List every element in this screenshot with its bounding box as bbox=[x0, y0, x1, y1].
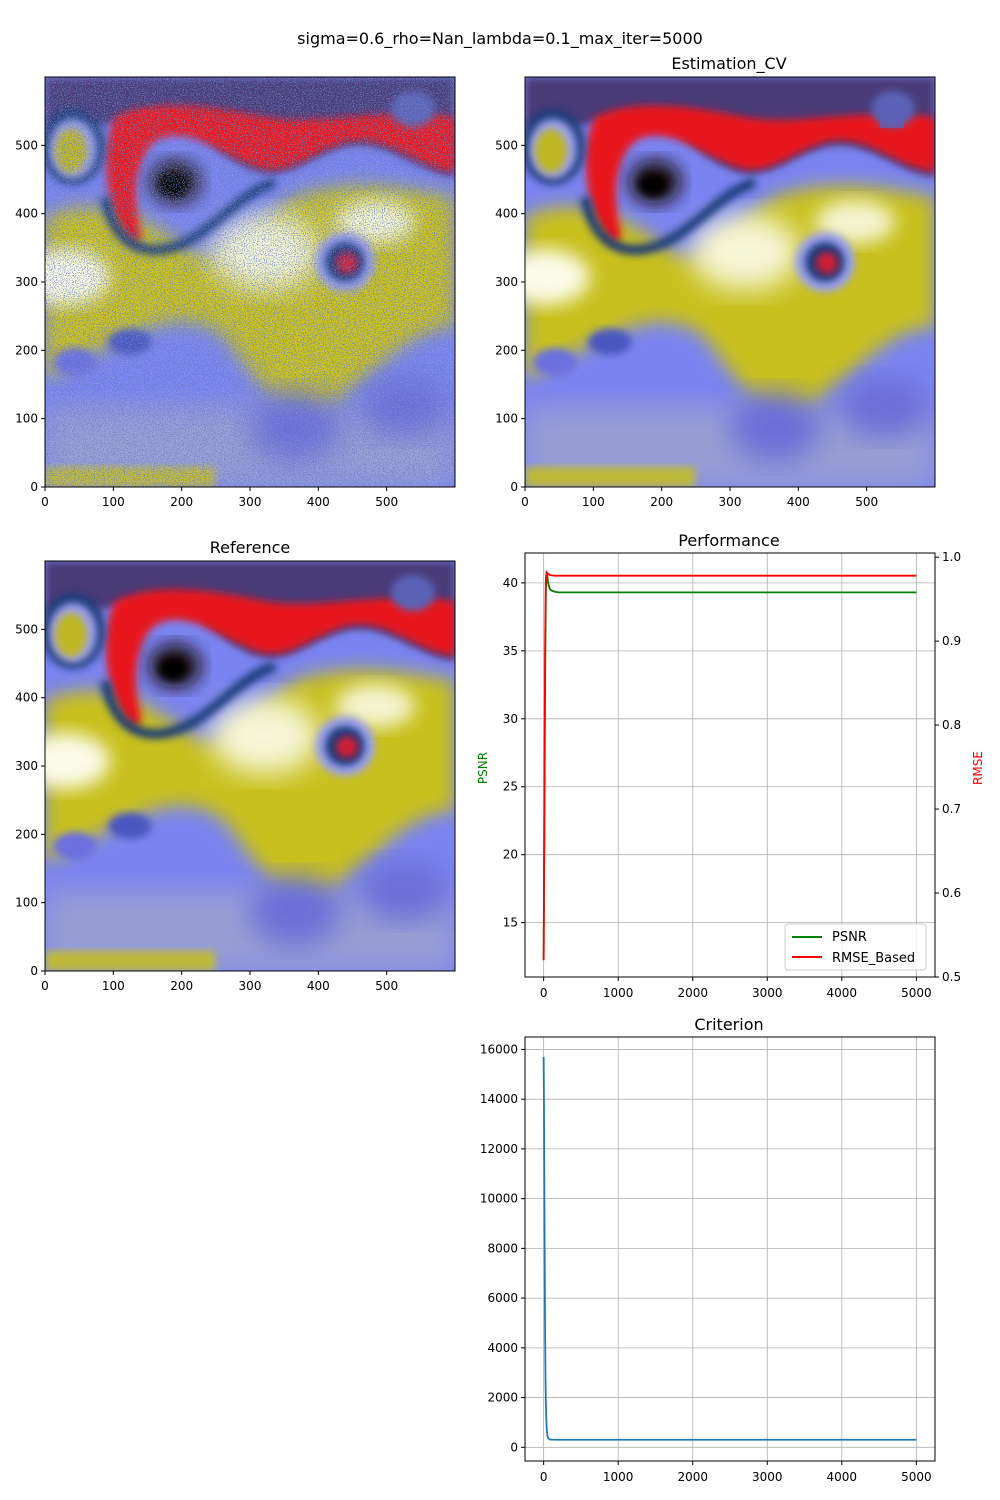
y-tick-label: 10000 bbox=[480, 1192, 518, 1206]
x-tick-label: 2000 bbox=[677, 986, 708, 1000]
rmse-series-line bbox=[542, 570, 917, 961]
y-tick-label: 25 bbox=[503, 780, 518, 794]
x-tick-label: 400 bbox=[787, 495, 810, 509]
x-tick-label: 500 bbox=[375, 495, 398, 509]
performance-title: Performance bbox=[678, 531, 779, 550]
observed-image-panel: 0 100 200 300 400 500 0 100 200 300 400 500 bbox=[15, 76, 456, 509]
performance-axes-frame bbox=[524, 552, 936, 978]
performance-legend: PSNR RMSE_Based bbox=[784, 923, 927, 971]
y-tick-label: 300 bbox=[15, 759, 38, 773]
estimation-title: Estimation_CV bbox=[671, 54, 786, 74]
x-tick-label: 3000 bbox=[752, 1470, 783, 1484]
x-tick-label: 1000 bbox=[603, 1470, 634, 1484]
estimation-field-image bbox=[500, 77, 935, 487]
y-tick-label: 15 bbox=[503, 916, 518, 930]
y-tick-label: 0 bbox=[510, 1440, 518, 1454]
x-tick-label: 0 bbox=[540, 1470, 548, 1484]
performance-y2label: RMSE bbox=[971, 751, 985, 785]
performance-ticks: 0 1000 2000 3000 4000 5000 15 20 25 30 35 40 0.5 0.6 0… bbox=[503, 550, 961, 1000]
y-tick-label: 14000 bbox=[480, 1092, 518, 1106]
y-tick-label: 8000 bbox=[487, 1241, 518, 1255]
y-tick-label: 500 bbox=[15, 622, 38, 636]
performance-ylabel: PSNR bbox=[476, 752, 490, 784]
y-tick-label: 30 bbox=[503, 712, 518, 726]
y-tick-label: 300 bbox=[15, 275, 38, 289]
x-tick-label: 200 bbox=[650, 495, 673, 509]
y-tick-label: 500 bbox=[15, 138, 38, 152]
y-tick-label: 0 bbox=[510, 480, 518, 494]
x-tick-label: 5000 bbox=[901, 986, 932, 1000]
performance-chart: Performance 0 1000 2000 3000 4000 5000 15 20 25 3… bbox=[476, 531, 985, 1000]
y-tick-label: 20 bbox=[503, 848, 518, 862]
y-tick-label: 200 bbox=[495, 343, 518, 357]
x-tick-label: 3000 bbox=[752, 986, 783, 1000]
y-tick-label: 0 bbox=[30, 480, 38, 494]
reference-field-image bbox=[20, 561, 455, 971]
y2-tick-label: 0.9 bbox=[942, 634, 961, 648]
x-tick-label: 400 bbox=[307, 979, 330, 993]
x-tick-label: 4000 bbox=[827, 1470, 858, 1484]
reference-image-panel: Reference 0 100 200 300 400 500 0 100 200 300 400 5… bbox=[15, 538, 456, 993]
x-tick-label: 5000 bbox=[901, 1470, 932, 1484]
y-tick-label: 40 bbox=[503, 576, 518, 590]
reference-title: Reference bbox=[210, 538, 291, 557]
criterion-chart: Criterion 0 1000 2000 3000 4000 5000 0 2000 4000… bbox=[480, 1015, 936, 1484]
y2-tick-label: 0.5 bbox=[942, 970, 961, 984]
y-tick-label: 16000 bbox=[480, 1042, 518, 1056]
legend-rmse-label: RMSE_Based bbox=[832, 951, 915, 966]
estimation-ticks: 0 100 200 300 400 500 0 100 200 300 400 500 bbox=[495, 138, 878, 509]
y-tick-label: 2000 bbox=[487, 1391, 518, 1405]
x-tick-label: 300 bbox=[239, 979, 262, 993]
y-tick-label: 400 bbox=[15, 691, 38, 705]
criterion-grid bbox=[525, 1037, 935, 1461]
x-tick-label: 200 bbox=[170, 495, 193, 509]
x-tick-label: 500 bbox=[375, 979, 398, 993]
x-tick-label: 0 bbox=[41, 495, 49, 509]
y-tick-label: 100 bbox=[495, 412, 518, 426]
observed-ticks: 0 100 200 300 400 500 0 100 200 300 400 500 bbox=[15, 138, 398, 509]
y-tick-label: 200 bbox=[15, 343, 38, 357]
criterion-title: Criterion bbox=[694, 1015, 763, 1034]
x-tick-label: 4000 bbox=[827, 986, 858, 1000]
x-tick-label: 300 bbox=[719, 495, 742, 509]
x-tick-label: 0 bbox=[540, 986, 548, 1000]
y-tick-label: 500 bbox=[495, 138, 518, 152]
figure-suptitle: sigma=0.6_rho=Nan_lambda=0.1_max_iter=50… bbox=[297, 29, 703, 49]
y-tick-label: 4000 bbox=[487, 1341, 518, 1355]
x-tick-label: 100 bbox=[582, 495, 605, 509]
criterion-series-line bbox=[542, 1056, 917, 1441]
y-tick-label: 12000 bbox=[480, 1142, 518, 1156]
y2-tick-label: 1.0 bbox=[942, 550, 961, 564]
criterion-axes-frame bbox=[524, 1036, 936, 1462]
x-tick-label: 100 bbox=[102, 979, 125, 993]
x-tick-label: 100 bbox=[102, 495, 125, 509]
reference-ticks: 0 100 200 300 400 500 0 100 200 300 400 500 bbox=[15, 622, 398, 993]
x-tick-label: 0 bbox=[521, 495, 529, 509]
y-tick-label: 100 bbox=[15, 412, 38, 426]
x-tick-label: 2000 bbox=[677, 1470, 708, 1484]
y-tick-label: 400 bbox=[495, 207, 518, 221]
x-tick-label: 300 bbox=[239, 495, 262, 509]
x-tick-label: 200 bbox=[170, 979, 193, 993]
y-tick-label: 300 bbox=[495, 275, 518, 289]
y-tick-label: 35 bbox=[503, 644, 518, 658]
y2-tick-label: 0.6 bbox=[942, 886, 961, 900]
y-tick-label: 200 bbox=[15, 827, 38, 841]
legend-psnr-label: PSNR bbox=[832, 930, 867, 945]
psnr-series-line bbox=[542, 571, 917, 960]
estimation-image-panel: Estimation_CV 0 100 200 300 400 500 0 100 200 300… bbox=[495, 54, 936, 509]
x-tick-label: 400 bbox=[307, 495, 330, 509]
y-tick-label: 100 bbox=[15, 896, 38, 910]
y-tick-label: 400 bbox=[15, 207, 38, 221]
y2-tick-label: 0.8 bbox=[942, 718, 961, 732]
y-tick-label: 0 bbox=[30, 964, 38, 978]
x-tick-label: 1000 bbox=[603, 986, 634, 1000]
performance-grid bbox=[525, 553, 935, 977]
x-tick-label: 500 bbox=[855, 495, 878, 509]
y-tick-label: 6000 bbox=[487, 1291, 518, 1305]
y2-tick-label: 0.7 bbox=[942, 802, 961, 816]
criterion-ticks: 0 1000 2000 3000 4000 5000 0 2000 4000 6000 8000 10… bbox=[480, 1042, 932, 1484]
x-tick-label: 0 bbox=[41, 979, 49, 993]
